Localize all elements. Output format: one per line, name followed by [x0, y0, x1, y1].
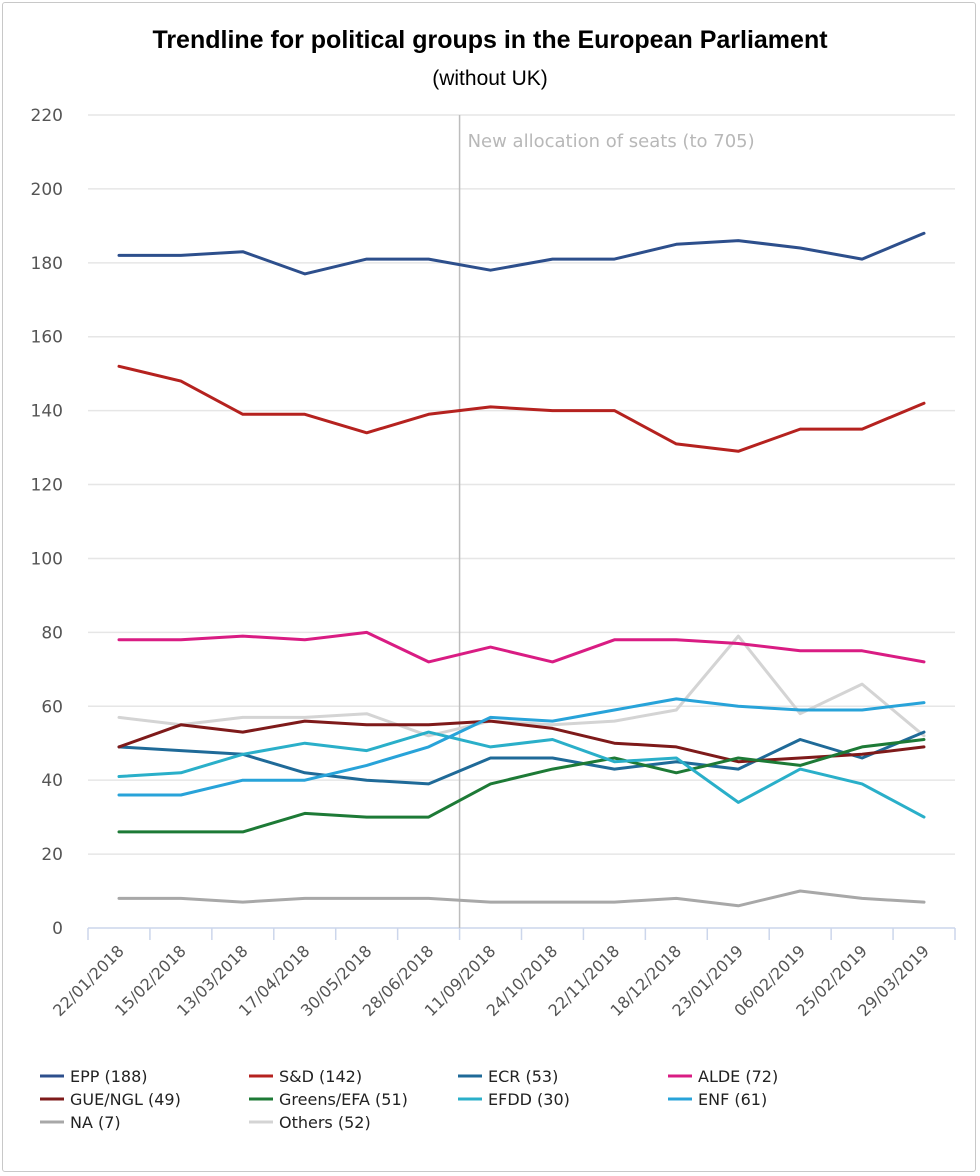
legend-item-epp-188[interactable]: EPP (188) — [40, 1067, 148, 1086]
y-tick-label-60: 60 — [41, 697, 63, 717]
legend-label: Others (52) — [279, 1113, 371, 1132]
legend-item-alde-72[interactable]: ALDE (72) — [668, 1067, 778, 1086]
y-tick-label-180: 180 — [31, 254, 63, 274]
series-line-enf-61[interactable] — [117, 697, 926, 797]
y-tick-label-140: 140 — [31, 402, 63, 422]
legend-item-others-52[interactable]: Others (52) — [249, 1113, 371, 1132]
legend-label: ALDE (72) — [698, 1067, 778, 1086]
legend-item-na-7[interactable]: NA (7) — [40, 1113, 121, 1132]
y-axis-ticks: 0 20 40 60 80 100 120 140 160 180 200 220 — [31, 106, 63, 939]
series-line-ecr-53[interactable] — [117, 730, 926, 786]
legend-item-greens-efa-51[interactable]: Greens/EFA (51) — [249, 1090, 408, 1109]
series-line-s-d-142[interactable] — [117, 364, 926, 453]
series-lines — [117, 231, 926, 908]
legend-label: ENF (61) — [698, 1090, 767, 1109]
y-tick-label-80: 80 — [41, 623, 63, 643]
legend-item-efdd-30[interactable]: EFDD (30) — [458, 1090, 570, 1109]
y-tick-label-20: 20 — [41, 845, 63, 865]
series-line-gue-ngl-49[interactable] — [117, 719, 926, 764]
legend-item-gue-ngl-49[interactable]: GUE/NGL (49) — [40, 1090, 181, 1109]
series-line-efdd-30[interactable] — [117, 730, 926, 819]
annotation-group: New allocation of seats (to 705) — [458, 115, 755, 928]
x-axis: 22/01/201815/02/201813/03/201817/04/2018… — [49, 927, 956, 1020]
annotation-label: New allocation of seats (to 705) — [468, 131, 755, 152]
y-tick-label-100: 100 — [31, 549, 63, 569]
y-tick-label-160: 160 — [31, 328, 63, 348]
series-line-alde-72[interactable] — [117, 630, 926, 664]
chart-subtitle: (without UK) — [432, 67, 548, 90]
y-tick-label-0: 0 — [52, 919, 63, 939]
legend-label: EPP (188) — [70, 1067, 148, 1086]
gridlines — [88, 114, 955, 855]
chart-title: Trendline for political groups in the Eu… — [152, 26, 828, 54]
legend-label: ECR (53) — [488, 1067, 558, 1086]
y-tick-label-120: 120 — [31, 476, 63, 496]
legend-item-ecr-53[interactable]: ECR (53) — [458, 1067, 558, 1086]
series-line-epp-188[interactable] — [117, 231, 926, 276]
series-line-others-52[interactable] — [117, 634, 926, 738]
y-tick-label-220: 220 — [31, 106, 63, 126]
series-line-greens-efa-51[interactable] — [117, 738, 926, 834]
y-tick-label-40: 40 — [41, 771, 63, 791]
y-tick-label-200: 200 — [31, 180, 63, 200]
legend-item-s-d-142[interactable]: S&D (142) — [249, 1067, 362, 1086]
legend-label: EFDD (30) — [488, 1090, 570, 1109]
legend-label: S&D (142) — [279, 1067, 362, 1086]
legend-label: Greens/EFA (51) — [279, 1090, 408, 1109]
legend-item-enf-61[interactable]: ENF (61) — [668, 1090, 767, 1109]
legend: EPP (188) S&D (142) ECR (53) ALDE (72) GUE/N… — [40, 1067, 778, 1132]
legend-label: NA (7) — [70, 1113, 121, 1132]
series-line-na-7[interactable] — [117, 889, 926, 908]
legend-label: GUE/NGL (49) — [70, 1090, 181, 1109]
